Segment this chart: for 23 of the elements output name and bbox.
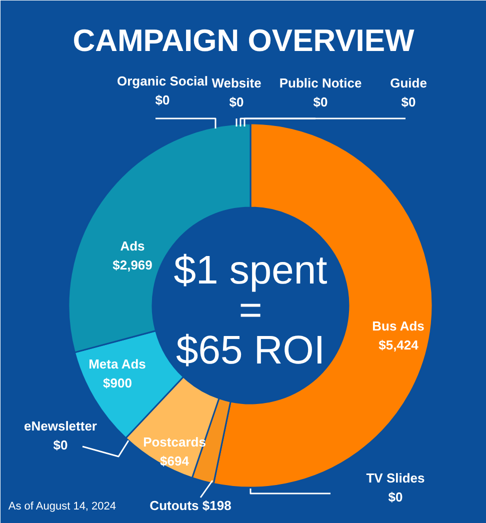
data-label: $900	[103, 375, 132, 390]
category-label: eNewsletter	[24, 418, 97, 434]
slice-label: Meta Ads	[88, 356, 146, 372]
category-label: Public Notice	[279, 76, 362, 91]
text: $0	[313, 94, 328, 110]
category-label: Website	[212, 76, 262, 91]
slice-label: Cutouts $198	[150, 498, 232, 513]
data-label: $5,424	[378, 337, 420, 352]
category-label: Organic Social	[116, 74, 208, 89]
data-label: $2,969	[112, 257, 152, 272]
text: $65 ROI	[176, 328, 325, 372]
text: $0	[155, 92, 170, 108]
text: $0	[388, 489, 403, 504]
chart-title: CAMPAIGN OVERVIEW	[72, 23, 416, 58]
text: $0	[229, 94, 244, 110]
slice-label: Bus Ads	[372, 318, 424, 334]
text: $0	[53, 437, 68, 452]
slice-label: Ads	[120, 238, 145, 254]
text: As of August 14, 2024	[8, 500, 116, 512]
category-label: TV Slides	[366, 470, 425, 486]
text: $0	[401, 94, 416, 110]
category-label: Guide	[390, 76, 427, 91]
data-label: $694	[160, 453, 190, 468]
